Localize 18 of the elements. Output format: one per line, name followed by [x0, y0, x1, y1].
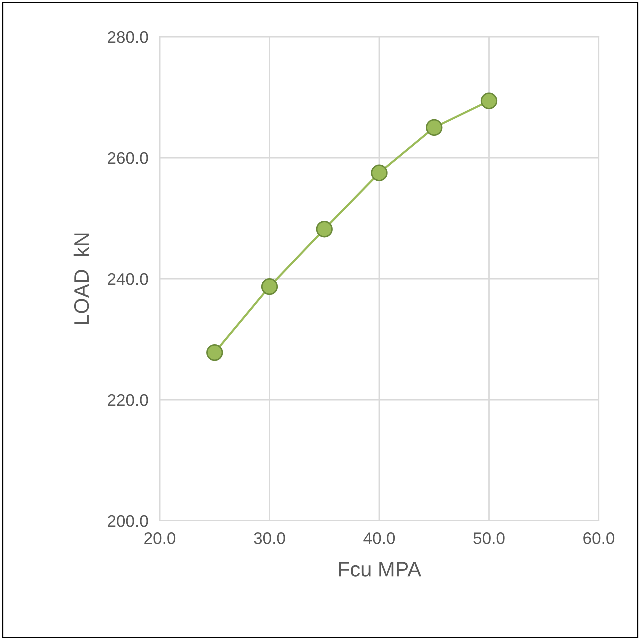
x-tick-label: 40.0: [364, 532, 396, 544]
x-axis-title: Fcu MPA: [339, 562, 422, 577]
y-tick-label: 240.0: [108, 273, 148, 286]
point: [316, 221, 333, 238]
y-axis-title: LOAD kN: [74, 234, 90, 324]
x-tick-label: 30.0: [254, 532, 286, 544]
y-tick-label: 200.0: [108, 515, 148, 528]
x-tick-label: 60.0: [584, 532, 615, 544]
y-tick-label: 220.0: [108, 394, 148, 406]
x-tick-label: 20.0: [144, 532, 176, 544]
point: [261, 278, 278, 296]
y-tick-label: 280.0: [108, 31, 148, 44]
y-tick-label: 260.0: [108, 152, 148, 164]
point: [480, 92, 498, 110]
point: [371, 164, 388, 182]
x-tick-label: 50.0: [474, 532, 505, 544]
point: [206, 344, 224, 362]
point: [426, 119, 443, 136]
